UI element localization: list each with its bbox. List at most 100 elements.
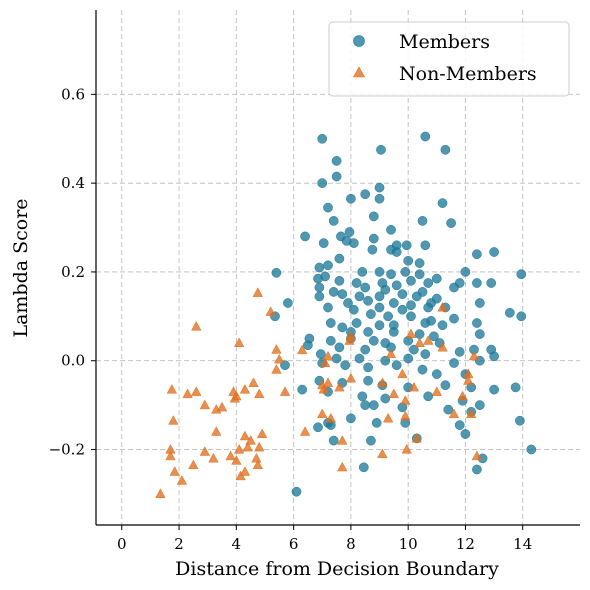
member-point — [367, 244, 378, 255]
member-point — [348, 304, 359, 315]
member-point — [374, 302, 385, 313]
member-point — [363, 362, 373, 373]
member-point — [323, 202, 333, 213]
legend: Members Non-Members — [328, 21, 570, 97]
member-point — [417, 216, 428, 226]
member-point — [400, 267, 411, 277]
member-point — [472, 249, 482, 260]
member-point — [454, 420, 465, 430]
x-tick-label: 10 — [399, 535, 418, 553]
non-member-point — [251, 452, 262, 463]
member-point — [460, 429, 471, 439]
member-point — [314, 291, 325, 302]
member-point — [437, 320, 448, 331]
non-member-point — [168, 415, 179, 425]
member-point — [472, 318, 482, 328]
x-axis-label: Distance from Decision Boundary — [175, 558, 499, 580]
member-point — [388, 298, 399, 308]
member-point — [391, 280, 402, 291]
member-point — [297, 384, 308, 395]
member-point — [354, 353, 365, 364]
member-point — [360, 344, 371, 355]
member-point — [414, 258, 425, 268]
member-point — [420, 349, 431, 359]
non-member-point — [239, 466, 251, 476]
non-member-point — [248, 377, 259, 387]
member-point — [325, 318, 336, 328]
non-members-series — [155, 287, 483, 498]
non-member-point — [252, 287, 264, 297]
non-member-point — [199, 399, 211, 410]
non-member-point — [334, 381, 345, 392]
member-point — [474, 298, 485, 308]
member-point — [406, 275, 416, 286]
non-member-point — [463, 375, 474, 385]
member-point — [318, 238, 329, 248]
member-point — [504, 307, 515, 318]
member-point — [317, 133, 328, 144]
legend-non-members-marker — [352, 66, 366, 78]
member-point — [403, 353, 414, 364]
non-member-point — [397, 368, 408, 379]
member-point — [331, 353, 342, 364]
member-point — [414, 269, 425, 280]
non-member-point — [191, 320, 202, 331]
member-point — [340, 360, 351, 371]
member-point — [489, 351, 499, 362]
member-point — [348, 238, 359, 248]
non-member-point — [411, 432, 422, 443]
legend-members-marker — [353, 35, 365, 47]
non-member-point — [431, 386, 443, 396]
member-point — [437, 198, 448, 208]
member-point — [368, 233, 379, 244]
non-member-point — [271, 364, 282, 374]
non-member-point — [388, 388, 400, 399]
non-member-point — [245, 435, 256, 445]
member-point — [360, 400, 371, 410]
member-point — [328, 287, 339, 297]
member-point — [323, 302, 333, 313]
member-point — [313, 273, 323, 284]
member-point — [446, 218, 456, 228]
non-member-point — [401, 443, 412, 454]
member-point — [357, 391, 368, 402]
non-member-point — [382, 412, 394, 423]
member-point — [380, 393, 391, 404]
member-point — [328, 435, 339, 446]
non-member-point — [437, 341, 448, 352]
member-point — [358, 462, 369, 473]
non-member-point — [254, 441, 265, 452]
y-tick-label: 0.2 — [61, 263, 85, 281]
non-member-point — [279, 386, 291, 396]
x-tick-label: 14 — [513, 535, 532, 553]
member-point — [368, 400, 379, 410]
member-point — [334, 342, 345, 353]
member-point — [388, 327, 399, 337]
non-member-point — [297, 344, 308, 355]
x-tick-label: 6 — [289, 535, 299, 553]
non-member-point — [345, 372, 357, 383]
y-axis-label: Lambda Score — [10, 198, 32, 337]
x-tick-label: 2 — [174, 535, 184, 553]
member-point — [391, 247, 402, 257]
member-point — [331, 156, 342, 166]
member-point — [331, 171, 342, 182]
non-member-point — [377, 448, 388, 458]
non-member-point — [182, 388, 193, 399]
non-member-point — [271, 344, 282, 354]
member-point — [420, 240, 431, 251]
member-point — [313, 422, 323, 433]
member-point — [315, 349, 326, 359]
member-point — [449, 282, 459, 293]
non-member-point — [319, 357, 331, 367]
non-member-point — [208, 452, 219, 463]
member-point — [403, 255, 414, 266]
non-member-point — [457, 390, 468, 401]
member-point — [420, 131, 431, 142]
non-member-point — [400, 395, 411, 405]
non-member-point — [254, 388, 265, 399]
non-member-point — [188, 459, 199, 470]
member-point — [271, 267, 282, 278]
legend-box — [328, 21, 570, 97]
